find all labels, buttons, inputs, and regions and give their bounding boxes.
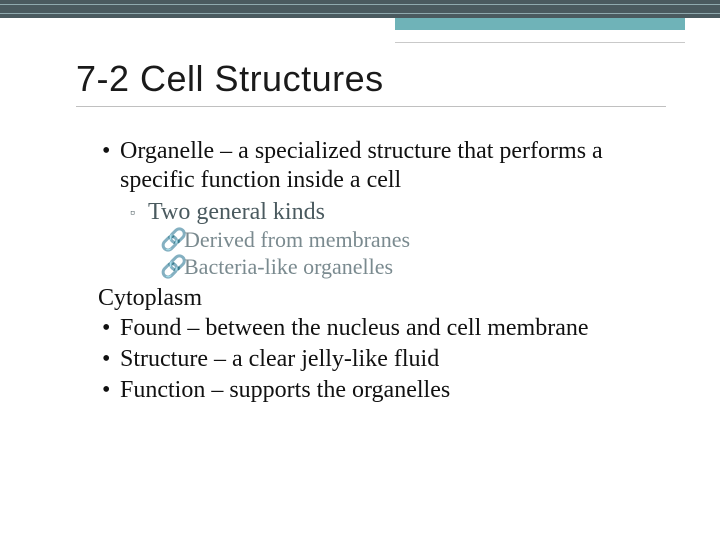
slide-content: 7-2 Cell Structures •Organelle – a speci…	[76, 58, 660, 408]
accent-divider	[395, 42, 685, 43]
bullet-organelle: •Organelle – a specialized structure tha…	[76, 137, 660, 196]
text-function: Function – supports the organelles	[120, 377, 450, 403]
text-structure: Structure – a clear jelly-like fluid	[120, 346, 439, 372]
text-bacteria-like: Bacteria-like organelles	[184, 254, 393, 279]
bullet-dot-icon: •	[102, 345, 120, 374]
bullet-derived: 🔗Derived from membranes	[76, 227, 660, 254]
bullet-square-icon: ▫	[130, 205, 148, 222]
text-derived: Derived from membranes	[184, 227, 410, 252]
accent-bar	[395, 18, 685, 30]
top-border	[0, 0, 720, 18]
bullet-dot-icon: •	[102, 137, 120, 166]
text-cytoplasm-heading: Cytoplasm	[76, 284, 660, 313]
bullet-structure: •Structure – a clear jelly-like fluid	[76, 345, 660, 374]
slide-title: 7-2 Cell Structures	[76, 58, 660, 100]
bullet-link-icon: 🔗	[160, 227, 184, 254]
slide-body: •Organelle – a specialized structure tha…	[76, 137, 660, 406]
text-found: Found – between the nucleus and cell mem…	[120, 315, 589, 341]
bullet-link-icon: 🔗	[160, 254, 184, 281]
bullet-bacteria-like: 🔗Bacteria-like organelles	[76, 254, 660, 281]
bullet-found: •Found – between the nucleus and cell me…	[76, 314, 660, 343]
bullet-two-kinds: ▫Two general kinds	[76, 198, 660, 227]
top-border-inner	[0, 4, 720, 14]
bullet-function: •Function – supports the organelles	[76, 376, 660, 405]
title-underline	[76, 106, 666, 107]
bullet-dot-icon: •	[102, 376, 120, 405]
bullet-dot-icon: •	[102, 314, 120, 343]
text-organelle: Organelle – a specialized structure that…	[120, 138, 603, 193]
text-two-kinds: Two general kinds	[148, 199, 325, 225]
